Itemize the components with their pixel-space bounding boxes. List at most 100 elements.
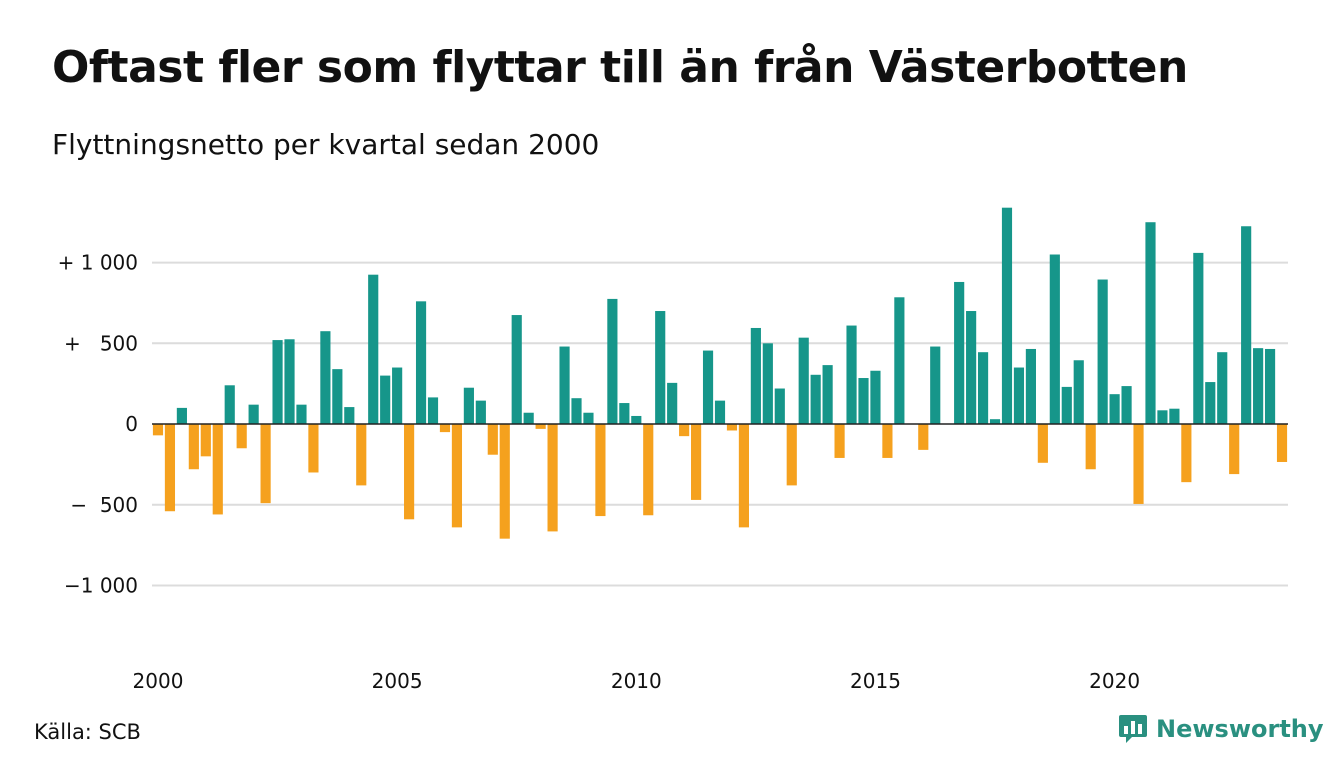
bar <box>308 424 319 473</box>
x-tick-label: 2005 <box>372 669 423 693</box>
bar <box>152 424 164 436</box>
bar <box>786 424 797 486</box>
bar <box>224 385 235 425</box>
bar <box>188 424 199 470</box>
bar <box>894 297 905 425</box>
bar <box>1217 352 1228 425</box>
brand-name: Newsworthy <box>1156 715 1324 743</box>
bar <box>499 424 510 539</box>
bar <box>176 407 187 425</box>
chart-area: + 1 000 + 500 0 − 500 −1 000 2000 2005 2010 201… <box>58 207 1288 693</box>
bar <box>463 387 474 425</box>
bar <box>356 424 367 486</box>
bar <box>738 424 749 528</box>
y-axis-ticks: + 1 000 + 500 0 − 500 −1 000 <box>58 251 138 598</box>
bar <box>284 339 295 425</box>
bar <box>200 424 211 457</box>
bar <box>523 412 534 425</box>
x-tick-label: 2020 <box>1089 669 1140 693</box>
bar <box>798 337 809 425</box>
bar <box>547 424 558 532</box>
source-note: Källa: SCB <box>34 720 141 744</box>
bar <box>212 424 223 515</box>
bar <box>1169 408 1180 425</box>
bar <box>595 424 606 517</box>
bar <box>439 424 451 433</box>
bar <box>1276 424 1288 462</box>
bar <box>655 311 666 425</box>
chart-title: Oftast fler som flyttar till än från Väs… <box>52 42 1188 93</box>
bar <box>332 369 343 425</box>
y-tick-label: + 1 000 <box>58 251 138 275</box>
chart-subtitle: Flyttningsnetto per kvartal sedan 2000 <box>52 128 600 161</box>
bar <box>679 424 690 437</box>
bar <box>1205 382 1216 425</box>
bar <box>487 424 498 455</box>
bar <box>404 424 415 520</box>
bar <box>1121 386 1132 425</box>
bar <box>774 388 785 425</box>
bar <box>714 400 726 425</box>
bar <box>1061 386 1072 425</box>
bar <box>1253 348 1264 425</box>
bar <box>989 419 1001 425</box>
bar <box>643 424 654 516</box>
x-tick-label: 2000 <box>133 669 184 693</box>
bar <box>1157 410 1168 425</box>
bar <box>1097 279 1108 425</box>
brand-logo: Newsworthy <box>1118 713 1324 745</box>
bar <box>822 365 833 425</box>
bar <box>260 424 271 504</box>
bar <box>834 424 845 458</box>
bar <box>248 404 259 425</box>
bar <box>1264 348 1276 425</box>
bar <box>1133 424 1144 504</box>
bar <box>1085 424 1096 470</box>
bar <box>607 298 618 425</box>
bar <box>870 370 881 425</box>
bar <box>427 397 439 425</box>
bar <box>667 382 678 425</box>
bar <box>1049 254 1060 425</box>
bar <box>691 424 702 500</box>
bar <box>966 311 977 425</box>
x-tick-label: 2010 <box>611 669 662 693</box>
bar <box>368 274 379 425</box>
bar <box>1001 207 1013 425</box>
bar <box>631 415 642 425</box>
y-tick-label: 0 <box>125 412 138 436</box>
chat-bar-chart-icon <box>1119 715 1147 743</box>
bar <box>1181 424 1192 483</box>
x-axis-ticks: 2000 2005 2010 2015 2020 <box>133 669 1141 693</box>
bar <box>1037 424 1048 463</box>
bar <box>918 424 929 450</box>
y-tick-label: + 500 <box>64 331 138 355</box>
bar <box>954 281 965 425</box>
bar <box>320 331 331 425</box>
bar <box>1013 367 1025 425</box>
bar <box>1025 348 1036 425</box>
bar <box>415 301 427 425</box>
y-tick-label: −1 000 <box>64 573 138 597</box>
bar <box>1073 360 1084 425</box>
bar <box>858 378 869 425</box>
bar <box>1145 222 1156 425</box>
bar <box>1193 252 1204 425</box>
bars <box>152 207 1288 539</box>
bar <box>392 367 403 425</box>
bar <box>810 374 821 425</box>
bar <box>846 325 857 425</box>
bar <box>296 404 307 425</box>
bar <box>511 315 522 425</box>
bar <box>535 424 546 429</box>
bar <box>977 352 989 425</box>
bar <box>1109 394 1120 425</box>
bar <box>726 424 738 431</box>
bar <box>583 412 594 425</box>
bar <box>559 346 570 425</box>
bar <box>344 407 355 425</box>
bar <box>702 350 714 425</box>
bar <box>1229 424 1240 475</box>
bar <box>750 327 761 425</box>
bar <box>619 403 630 425</box>
